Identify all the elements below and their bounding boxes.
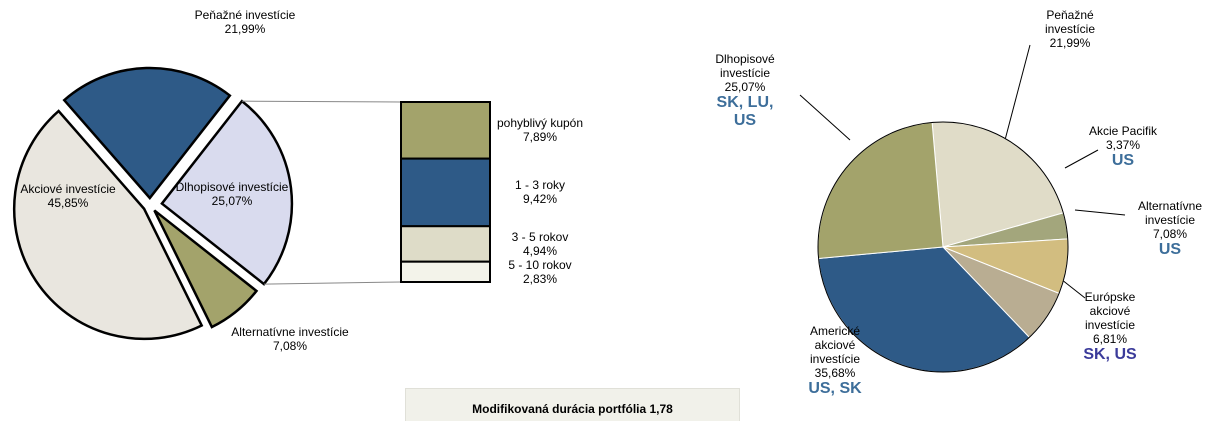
slice-countries: US <box>1111 152 1135 169</box>
pie-slice <box>817 121 944 259</box>
slice-countries: SK, LU, US <box>716 94 774 129</box>
bar-value: 9,42% <box>522 192 558 207</box>
slice-label: Dlhopisové investície 25,07% SK, LU, US <box>708 52 783 130</box>
slice-value: 21,99% <box>1049 36 1091 50</box>
slice-name: Peňažné investície <box>194 8 296 22</box>
bar-value: 2,83% <box>522 271 558 286</box>
slice-name: Akcie Pacifik <box>1088 124 1158 138</box>
bar-name: 3 - 5 rokov <box>511 229 569 244</box>
slice-value: 6,81% <box>1092 332 1128 346</box>
bar-name: 5 - 10 rokov <box>508 257 572 272</box>
slice-label: Peňažné investície 21,99% <box>1033 8 1108 50</box>
slice-name: Americké akciové investície <box>809 324 861 366</box>
connector <box>241 100 402 103</box>
pie-slice <box>160 99 294 286</box>
bar-label: 5 - 10 rokov 2,83% <box>485 258 595 286</box>
slice-label: Peňažné investície 21,99% <box>170 8 320 36</box>
slice-label: Americké akciové investície 35,68% US, SK <box>798 324 873 398</box>
pie-slice <box>12 109 204 341</box>
slice-name: Alternatívne investície <box>231 325 349 339</box>
bar-label: pohyblivý kupón 7,89% <box>485 116 595 144</box>
slice-value: 25,07% <box>211 194 253 208</box>
leader-line <box>1074 209 1126 216</box>
slice-label: Alternatívne investície 7,08% US <box>1130 199 1210 259</box>
bar-name: 1 - 3 roky <box>514 178 565 193</box>
bar-name: pohyblivý kupón <box>496 116 584 131</box>
breakdown-bar <box>400 260 491 283</box>
slice-countries: SK, US <box>1083 346 1137 363</box>
slice-name: Peňažné investície <box>1044 8 1096 36</box>
bar-value: 4,94% <box>522 243 558 258</box>
slice-name: Dlhopisové investície <box>715 52 775 80</box>
bar-value: 7,89% <box>522 130 558 145</box>
slice-countries: US <box>1158 241 1182 258</box>
slice-value: 7,08% <box>1152 227 1188 241</box>
pie-slice <box>62 66 232 200</box>
annotation: Modifikovaná durácia portfólia 1,78 <box>405 388 740 421</box>
slice-countries: US, SK <box>808 380 862 397</box>
slice-name: Dlhopisové investície <box>175 180 289 194</box>
connector <box>263 281 402 285</box>
slice-label: Akcie Pacifik 3,37% US <box>1078 124 1168 170</box>
slice-label: Akciové investície 45,85% <box>3 182 133 210</box>
slice-label: Alternatívne investície 7,08% <box>210 325 370 353</box>
slice-label: Dlhopisové investície 25,07% <box>157 180 307 208</box>
bar-label: 3 - 5 rokov 4,94% <box>485 230 595 258</box>
slice-name: Akciové investície <box>20 182 116 196</box>
bar-label: 1 - 3 roky 9,42% <box>485 178 595 206</box>
breakdown-bar <box>400 225 491 263</box>
slice-value: 3,37% <box>1105 138 1141 152</box>
slice-value: 21,99% <box>224 22 266 36</box>
slice-value: 7,08% <box>272 339 308 353</box>
breakdown-bar <box>400 101 491 160</box>
slice-name: Alternatívne investície <box>1137 199 1203 227</box>
pie-outline <box>817 121 1069 373</box>
slice-name: Európske akciové investície <box>1084 290 1136 332</box>
slice-value: 35,68% <box>814 366 856 380</box>
slice-value: 45,85% <box>47 196 89 210</box>
leader-line <box>799 94 851 141</box>
leader-line <box>1004 44 1031 141</box>
slice-label: Európske akciové investície 6,81% SK, US <box>1073 290 1148 364</box>
pie-slice <box>153 209 259 329</box>
breakdown-bar <box>400 157 491 228</box>
slice-value: 25,07% <box>724 80 766 94</box>
leader-line <box>1064 149 1099 169</box>
